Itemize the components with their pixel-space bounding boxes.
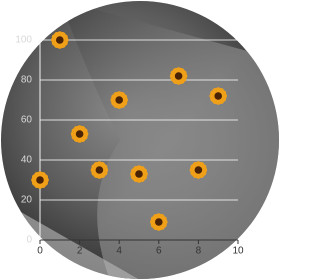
point xyxy=(110,91,128,109)
point xyxy=(70,125,89,143)
point xyxy=(90,161,109,179)
flower-center xyxy=(214,92,222,100)
point xyxy=(189,161,208,179)
flower-center xyxy=(56,36,64,44)
y-tick-label: 60 xyxy=(21,115,33,126)
y-tick-label: 80 xyxy=(21,75,33,86)
flower-center xyxy=(95,166,104,174)
flower-center xyxy=(135,170,143,178)
flower-center xyxy=(36,176,44,184)
x-tick-label: 0 xyxy=(37,246,43,257)
x-tick-label: 8 xyxy=(196,246,202,257)
background xyxy=(1,1,279,279)
flower-center xyxy=(155,218,163,226)
flower-center xyxy=(194,166,203,174)
y-tick-label: 100 xyxy=(15,35,32,46)
point xyxy=(31,171,49,189)
y-tick-label: 20 xyxy=(21,195,33,206)
x-tick-label: 4 xyxy=(116,246,122,257)
flower-center xyxy=(174,72,183,80)
y-tick-label: 40 xyxy=(21,155,33,166)
point xyxy=(130,165,148,183)
point xyxy=(209,87,227,105)
y-tick-label: 0 xyxy=(26,235,32,246)
point xyxy=(150,213,168,231)
chart: 0 20 40 60 80 100 0 2 4 6 8 10 xyxy=(1,1,279,279)
flower-center xyxy=(115,96,123,104)
point xyxy=(51,31,69,49)
point xyxy=(169,67,188,85)
x-tick-label: 6 xyxy=(156,246,162,257)
x-tick-label: 2 xyxy=(77,246,83,257)
flower-center xyxy=(75,130,84,138)
x-tick-label: 10 xyxy=(232,246,244,257)
